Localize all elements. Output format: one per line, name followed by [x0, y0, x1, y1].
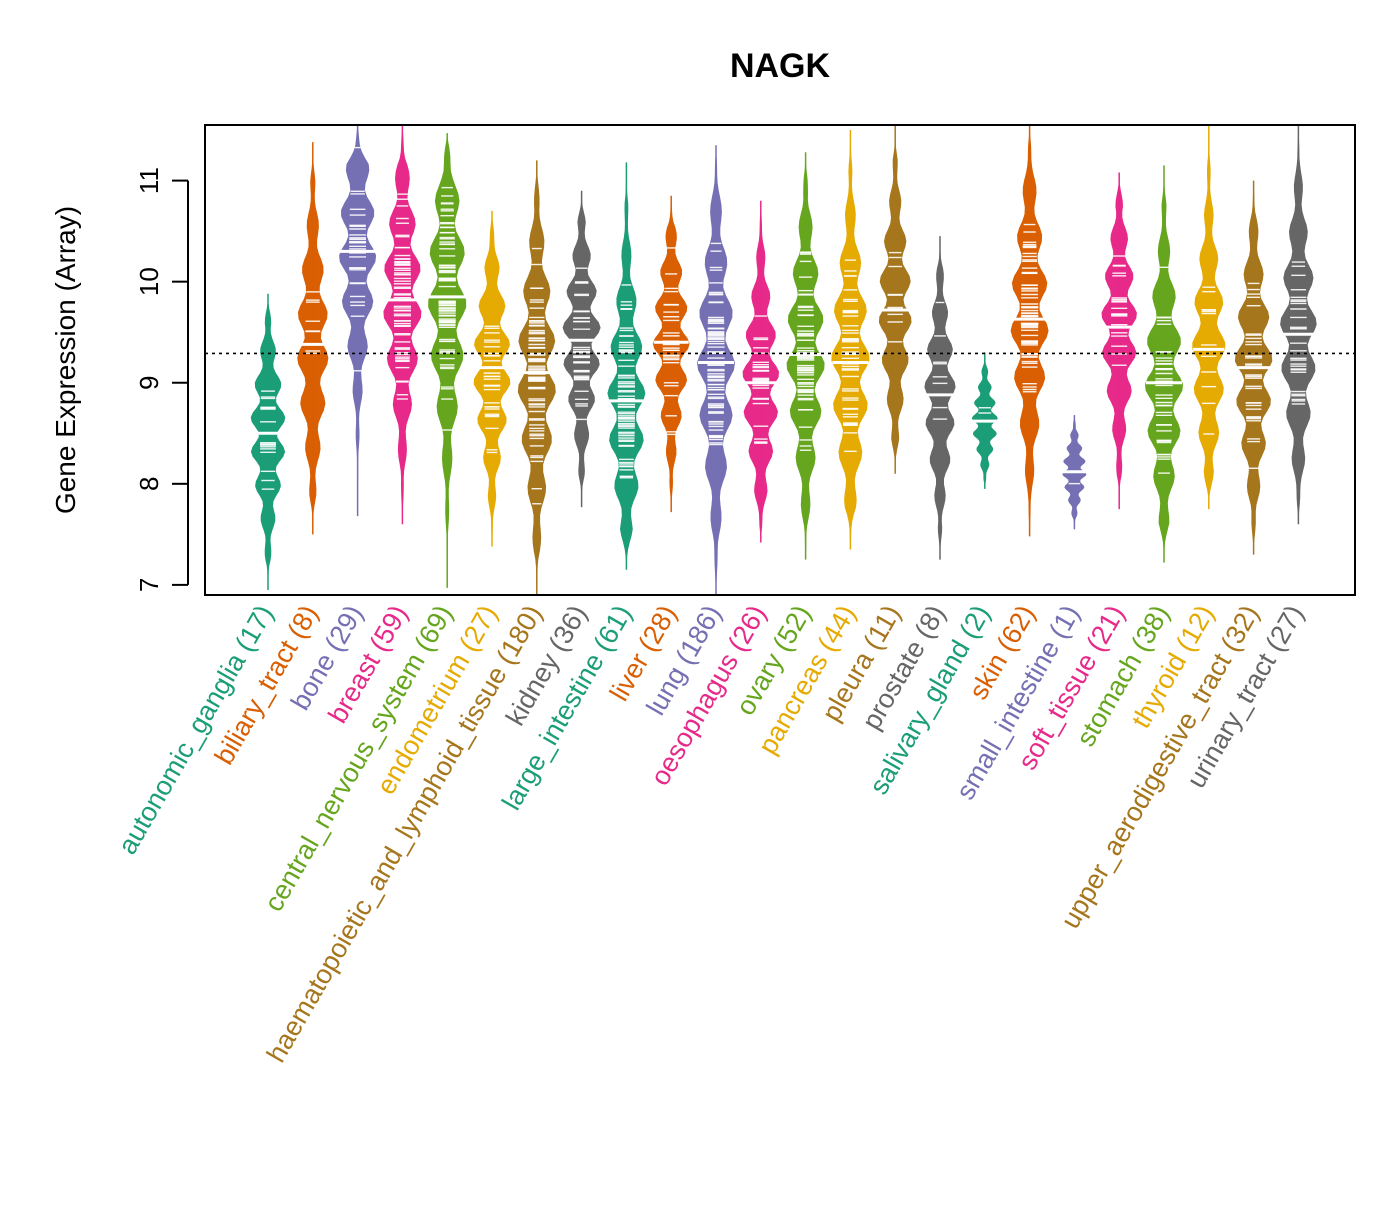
- y-axis: 7 8 9 10 11: [134, 167, 189, 592]
- chart-title: NAGK: [730, 47, 831, 85]
- bean-pleura: [878, 125, 912, 474]
- bean-upper_aerodigestive_tract: [1234, 180, 1273, 555]
- x-axis-labels: autonomic_ganglia (17)biliary_tract (8)b…: [112, 600, 1309, 1067]
- bean-breast: [383, 125, 422, 525]
- bean-oesophagus: [742, 200, 779, 543]
- y-tick-label: 7: [134, 578, 164, 592]
- y-tick-label: 9: [134, 376, 164, 390]
- bean-haematopoietic_and_lymphoid_tissue: [517, 160, 556, 595]
- bean-central_nervous_system: [428, 133, 467, 588]
- bean-endometrium: [473, 210, 511, 547]
- bean-salivary_gland: [971, 352, 998, 489]
- plot-frame: [204, 124, 1356, 596]
- bean-small_intestine: [1062, 415, 1087, 530]
- bean-liver: [652, 195, 690, 513]
- bean-prostate: [924, 236, 956, 560]
- bean-urinary_tract: [1280, 125, 1317, 525]
- bean-kidney: [562, 190, 601, 508]
- y-tick-label: 10: [134, 267, 164, 296]
- y-tick-label: 8: [134, 477, 164, 491]
- bean-thyroid: [1192, 125, 1226, 510]
- y-tick-label: 11: [134, 167, 164, 194]
- bean-large_intestine: [607, 162, 646, 570]
- bean-soft_tissue: [1101, 172, 1137, 510]
- y-axis-label: Gene Expression (Array): [50, 206, 81, 514]
- bean-bone: [339, 125, 377, 517]
- bean-skin: [1010, 125, 1049, 537]
- bean-pancreas: [831, 130, 870, 550]
- bean-stomach: [1145, 165, 1183, 563]
- bean-lung: [697, 145, 735, 595]
- beans-layer: [250, 125, 1317, 595]
- bean-autonomic_ganglia: [250, 293, 286, 590]
- bean-ovary: [786, 152, 825, 560]
- bean-biliary_tract: [297, 142, 329, 535]
